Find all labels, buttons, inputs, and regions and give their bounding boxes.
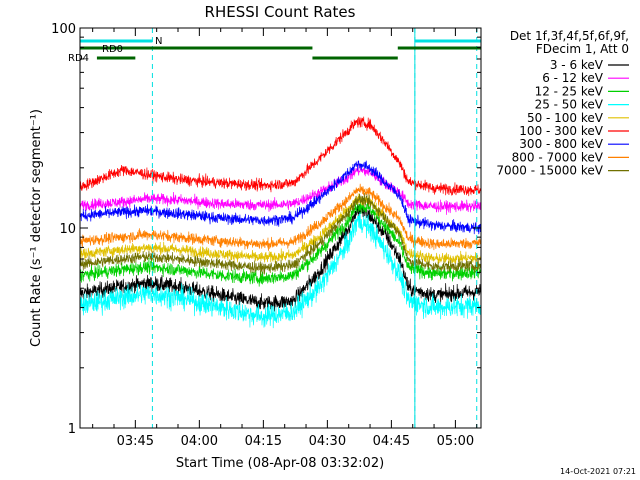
series-line-100-300-kev: [80, 116, 481, 197]
plot-area-frame: [79, 27, 482, 429]
legend-header-line-1: Det 1f,3f,4f,5f,6f,9f,: [510, 29, 629, 43]
legend-label: 3 - 6 keV: [550, 58, 604, 72]
flag-label-rd0: RD0: [102, 44, 123, 55]
x-tick-label: 05:00: [437, 434, 474, 449]
axis-layer: 03:45 04:00 04:15 04:30 04:45 05:00 1 10 100: [51, 22, 481, 449]
legend-header-line-2: FDecim 1, Att 0: [536, 42, 629, 56]
legend-label: 7000 - 15000 keV: [496, 164, 603, 178]
legend-label: 800 - 7000 keV: [512, 150, 604, 164]
flag-layer: N RD0 RD4: [68, 36, 481, 64]
y-axis-label: Count Rate (s⁻¹ detector segment⁻¹): [29, 109, 44, 347]
flag-label-n: N: [155, 36, 162, 47]
series-line-50-100-kev: [80, 193, 481, 264]
series-layer: [80, 116, 481, 329]
x-axis-label: Start Time (08-Apr-08 03:32:02): [176, 456, 384, 471]
legend-label: 25 - 50 keV: [535, 98, 604, 112]
series-line-7000-15000-kev: [80, 193, 481, 277]
legend-label: 50 - 100 keV: [527, 111, 604, 125]
legend-label: 300 - 800 keV: [519, 137, 603, 151]
y-tick-label: 10: [59, 222, 76, 237]
series-line-800-7000-kev: [80, 183, 481, 251]
flag-label-rd4: RD4: [68, 53, 89, 64]
legend-label: 100 - 300 keV: [519, 124, 603, 138]
x-tick-label: 04:00: [181, 434, 218, 449]
vline-layer: [79, 28, 478, 428]
x-tick-label: 04:15: [245, 434, 282, 449]
x-tick-label: 04:30: [309, 434, 346, 449]
y-tick-label: 100: [51, 22, 76, 37]
series-line-12-25-kev: [80, 201, 481, 287]
chart-title: RHESSI Count Rates: [205, 3, 356, 21]
x-tick-label: 04:45: [373, 434, 410, 449]
series-line-25-50-kev: [80, 212, 481, 329]
legend-label: 6 - 12 keV: [542, 71, 604, 85]
legend-label: 12 - 25 keV: [535, 84, 604, 98]
series-line-6-12-kev: [80, 163, 481, 215]
legend: Det 1f,3f,4f,5f,6f,9f, FDecim 1, Att 0 3…: [496, 29, 629, 178]
y-tick-label: 1: [68, 422, 76, 437]
x-tick-label: 03:45: [117, 434, 154, 449]
render-timestamp: 14-Oct-2021 07:21: [560, 467, 636, 476]
series-line-300-800-kev: [80, 159, 481, 235]
